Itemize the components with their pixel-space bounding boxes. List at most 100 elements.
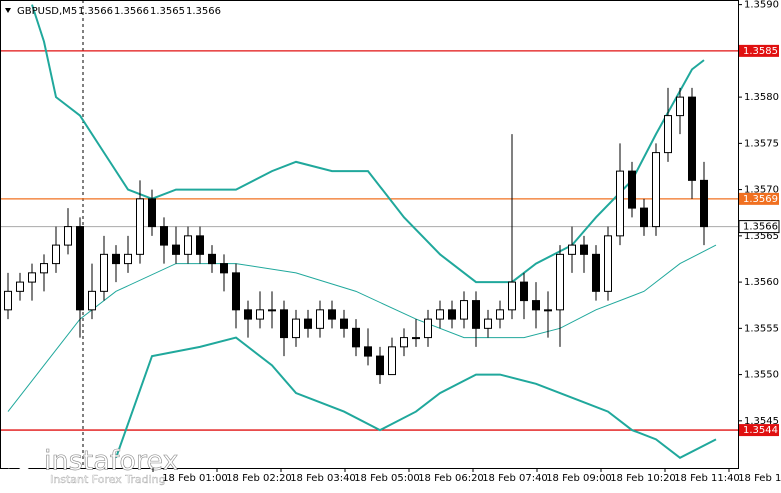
candle-body — [616, 170, 624, 237]
y-tick-label: 1.3545 — [744, 416, 779, 427]
level-tag — [739, 44, 779, 57]
x-tick-label: 18 Feb 05:00 — [354, 473, 420, 484]
candle-body — [256, 309, 264, 320]
candle-body — [544, 309, 552, 312]
candle-body — [4, 290, 12, 311]
level-tag — [738, 220, 780, 234]
candle-body — [640, 207, 648, 228]
x-tick-label: 18 Feb 09:00 — [546, 473, 612, 484]
logo: instaforex Instant Forex Trading — [7, 445, 179, 486]
candle-body — [400, 337, 408, 348]
candle-body — [688, 96, 696, 181]
x-tick-label: 18 Feb 01:00 — [162, 473, 228, 484]
candle-body — [28, 272, 36, 283]
candle-body — [268, 309, 276, 312]
y-tick-label: 1.3560 — [744, 277, 779, 288]
x-tick-label: 18 Feb 03:40 — [290, 473, 356, 484]
candle-body — [364, 346, 372, 357]
candle-body — [316, 309, 324, 329]
candle-body — [580, 244, 588, 255]
y-tick-label: 1.3555 — [744, 323, 779, 334]
plot-frame — [0, 0, 739, 469]
candle-body — [220, 263, 228, 274]
candle-body — [508, 281, 516, 311]
y-tick-label: 1.3570 — [744, 185, 779, 196]
symbol-arrow — [5, 8, 11, 13]
y-tick-label: 1.3580 — [744, 92, 779, 103]
candle-body — [292, 318, 300, 339]
header-value: 1.3565 — [150, 6, 185, 17]
candle-body — [388, 346, 396, 376]
y-tick-label: 1.3575 — [744, 138, 779, 149]
candle-body — [376, 355, 384, 376]
candle-body — [700, 179, 708, 228]
bollinger-band — [31, 4, 705, 284]
logo-icon — [7, 446, 41, 480]
candle-body — [64, 226, 72, 246]
level-label: 1.3585 — [743, 46, 778, 57]
candle-body — [592, 253, 600, 292]
level-tag — [739, 424, 779, 437]
candle-body — [664, 115, 672, 154]
y-tick-label: 1.3590 — [744, 0, 779, 11]
candle-body — [460, 300, 468, 320]
header-value: 1.3566 — [78, 6, 113, 17]
x-tick-label: 18 Feb 13:00 — [738, 473, 781, 484]
x-tick-label: 18 Feb 11:40 — [674, 473, 740, 484]
candle-body — [340, 318, 348, 329]
x-tick-label: 18 Feb 06:20 — [418, 473, 484, 484]
candle-body — [532, 300, 540, 311]
candle-body — [556, 253, 564, 311]
candle-body — [184, 235, 192, 255]
candle-body — [424, 318, 432, 339]
level-tag — [739, 192, 779, 205]
candle-body — [244, 309, 252, 320]
bollinger-band — [7, 244, 717, 412]
candle-body — [100, 253, 108, 292]
candle-body — [172, 244, 180, 255]
bollinger-band — [115, 336, 717, 460]
candle-body — [16, 281, 24, 292]
candle-body — [304, 318, 312, 329]
candle-body — [196, 235, 204, 255]
candle-body — [520, 281, 528, 302]
level-label: 1.3566 — [743, 222, 778, 233]
candle-body — [604, 235, 612, 292]
candle-body — [52, 244, 60, 265]
watermark-sub: Instant Forex Trading — [50, 473, 166, 486]
logo-icon — [17, 456, 31, 470]
candle-body — [280, 309, 288, 339]
candle-body — [124, 253, 132, 265]
candle-body — [160, 226, 168, 246]
level-label: 1.3544 — [743, 425, 778, 436]
candle-body — [232, 272, 240, 311]
candle-body — [628, 170, 636, 209]
y-tick-label: 1.3565 — [744, 231, 779, 242]
header-value: 1.3566 — [114, 6, 149, 17]
candle-body — [436, 309, 444, 320]
candle-body — [328, 309, 336, 320]
candle-body — [472, 300, 480, 329]
candle-body — [352, 327, 360, 348]
x-tick-label: 18 Feb 07:40 — [482, 473, 548, 484]
candle-body — [652, 152, 660, 228]
candle-body — [448, 309, 456, 320]
candle-body — [496, 309, 504, 320]
candle-body — [148, 198, 156, 228]
candle-body — [40, 263, 48, 274]
x-tick-label: 18 Feb 02:20 — [226, 473, 292, 484]
candle-body — [676, 96, 684, 117]
candle-body — [112, 253, 120, 265]
candle-body — [76, 226, 84, 311]
level-label: 1.3569 — [743, 194, 778, 205]
candle-body — [568, 244, 576, 255]
candle-body — [208, 253, 216, 265]
candle-body — [88, 290, 96, 311]
candle-body — [412, 337, 420, 340]
header-value: 1.3566 — [186, 6, 221, 17]
watermark: instaforex — [44, 446, 178, 477]
symbol: GBPUSD,M5 — [17, 6, 77, 17]
candle-body — [136, 198, 144, 255]
